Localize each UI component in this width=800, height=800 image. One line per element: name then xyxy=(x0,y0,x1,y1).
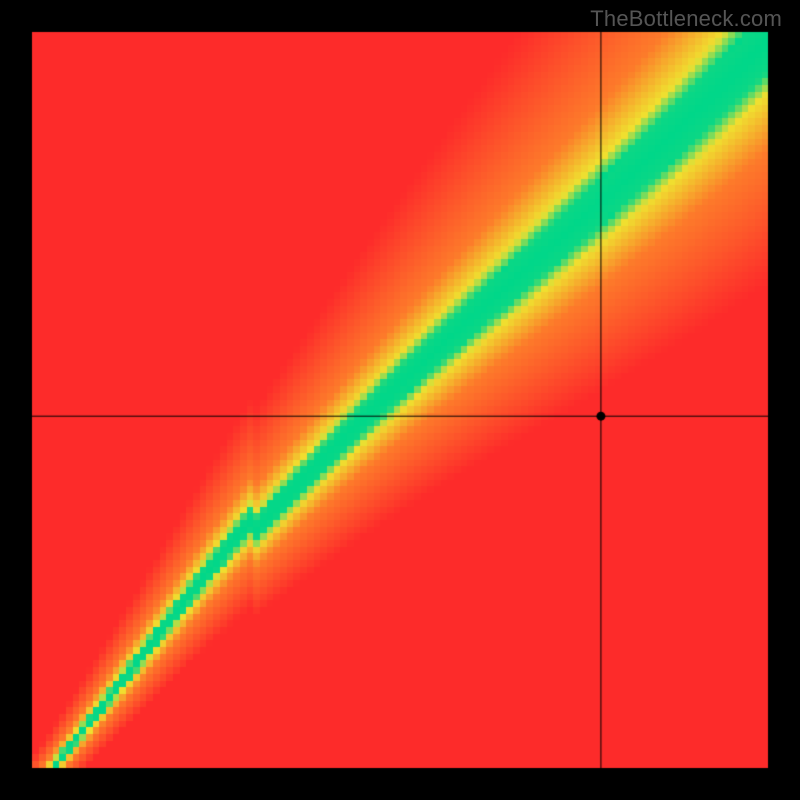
chart-stage: { "watermark": { "text": "TheBottleneck.… xyxy=(0,0,800,800)
bottleneck-heatmap xyxy=(0,0,800,800)
watermark-label: TheBottleneck.com xyxy=(590,6,782,32)
